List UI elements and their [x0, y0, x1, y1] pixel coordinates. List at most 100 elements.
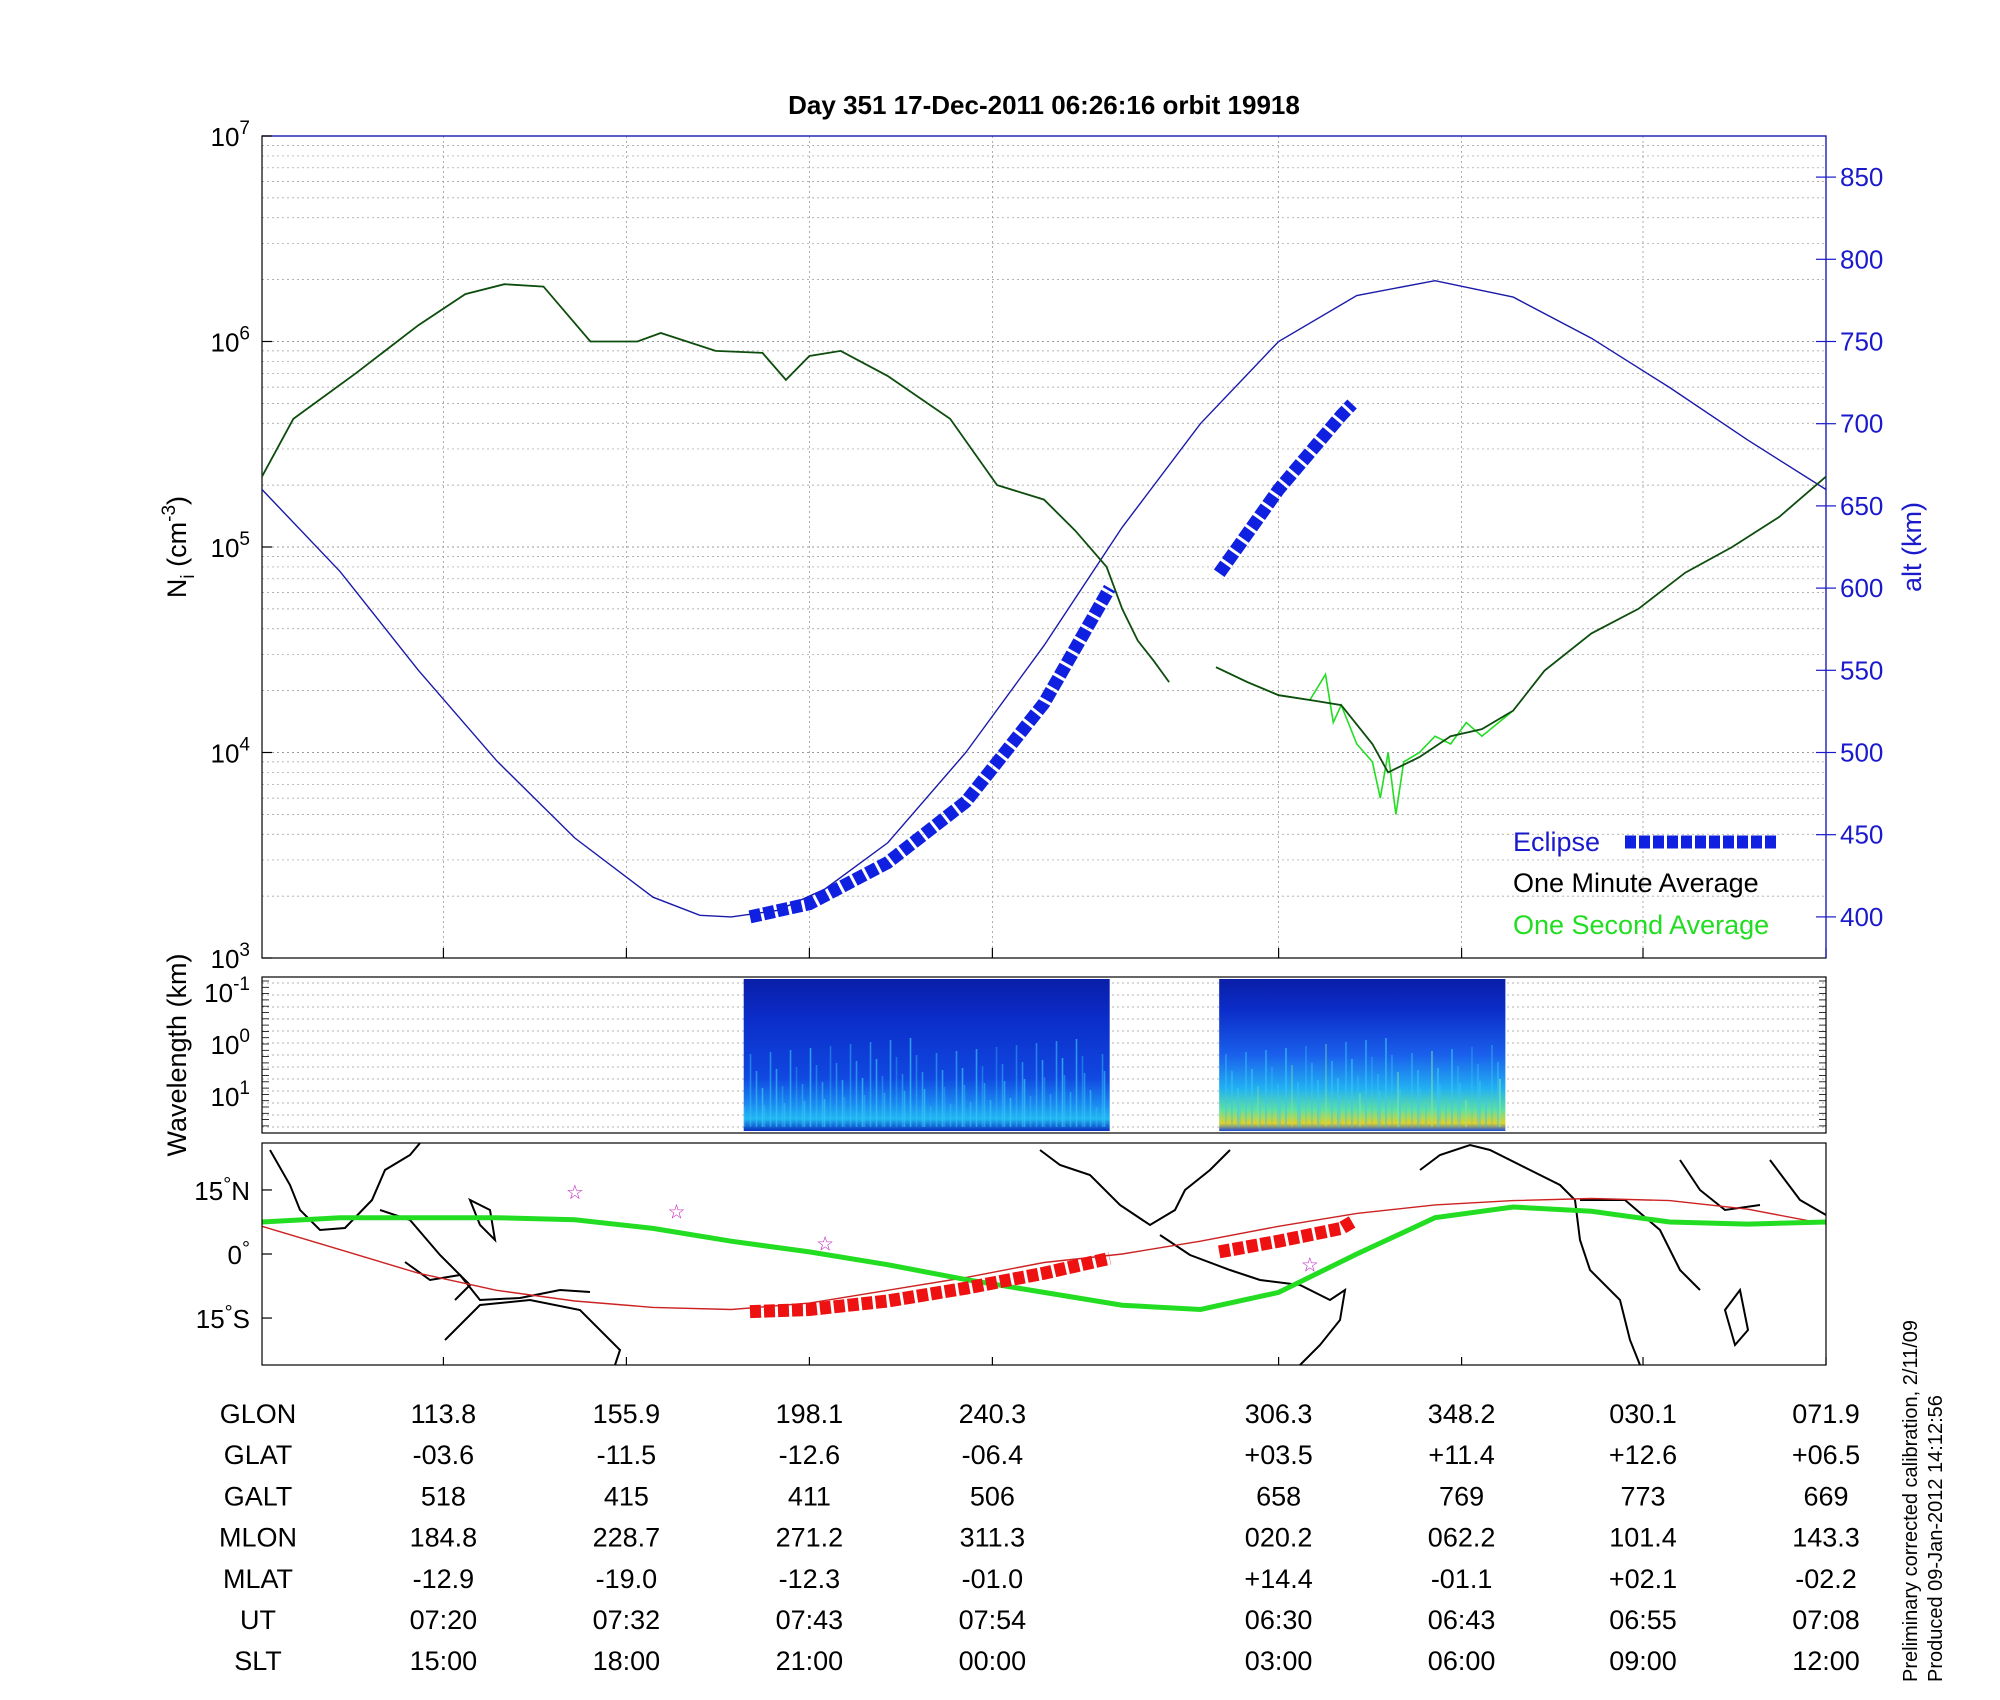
- spectrogram-streak: [983, 1083, 986, 1127]
- spectrogram-streak: [1023, 1079, 1026, 1127]
- spectrogram-window: [1219, 979, 1506, 1131]
- spectrogram-streak: [1351, 1059, 1353, 1127]
- spectrogram-streak: [1331, 1061, 1333, 1127]
- spectrogram-streak: [1277, 1084, 1279, 1127]
- altitude-tick-label: 700: [1840, 409, 1883, 439]
- table-cell: 071.9: [1792, 1399, 1860, 1429]
- table-cell: +06.5: [1792, 1440, 1860, 1470]
- table-cell: 311.3: [960, 1523, 1026, 1553]
- density-axis-label-unit: (cm: [162, 522, 192, 574]
- altitude-tick-label: 800: [1840, 244, 1883, 274]
- spectrogram-streak: [795, 1067, 798, 1127]
- spectrogram-streak: [823, 1099, 826, 1127]
- latitude-value: 0: [228, 1240, 242, 1270]
- spectrogram-streak: [943, 1087, 946, 1127]
- spectrogram-streak: [1049, 1094, 1052, 1127]
- coast-south-america: [1159, 1234, 1347, 1366]
- table-cell: 669: [1803, 1481, 1848, 1511]
- spectrogram-streak: [1459, 1083, 1461, 1127]
- spectrogram-streak: [1497, 1062, 1499, 1127]
- table-cell: 062.2: [1428, 1523, 1496, 1553]
- tick-base: 10: [211, 739, 240, 769]
- map-eclipse-segment-1: [749, 1251, 1112, 1319]
- table-cell: -06.4: [962, 1440, 1024, 1470]
- table-cell: 143.3: [1792, 1523, 1860, 1553]
- table-cell: 21:00: [776, 1646, 844, 1676]
- spectrogram-streak: [1305, 1046, 1307, 1127]
- density-axis-label: Ni (cm-3): [159, 496, 199, 598]
- tick-exponent: -1: [233, 974, 250, 995]
- one-minute-average-line: [261, 283, 1170, 683]
- star-marker-icon: ☆: [566, 1182, 584, 1204]
- density-axis-label-close: ): [162, 496, 192, 505]
- table-cell: 411: [788, 1481, 831, 1511]
- spectrogram-streak: [1417, 1070, 1419, 1127]
- spectrogram-streak: [1257, 1086, 1259, 1127]
- latitude-hemisphere: S: [233, 1304, 250, 1334]
- tick-base: 10: [211, 328, 240, 358]
- tick-base: 10: [211, 533, 240, 563]
- spectrogram-streak: [1477, 1064, 1479, 1127]
- spectrogram-streak: [1259, 1103, 1261, 1127]
- spectrogram-streak: [909, 1038, 912, 1127]
- table-cell: -11.5: [597, 1440, 657, 1470]
- wavelength-tick-label: 101: [211, 1078, 251, 1112]
- spectrogram-streak: [1371, 1057, 1373, 1127]
- spectrogram-streak: [1379, 1091, 1381, 1127]
- spectrogram-streak: [1399, 1089, 1401, 1127]
- spectrogram-streak: [789, 1050, 792, 1127]
- ground-track-line: [261, 1204, 1827, 1313]
- table-cell: 198.1: [776, 1399, 844, 1429]
- density-y-tick-label: 106: [211, 324, 251, 358]
- coast-north-america: [1039, 1149, 1231, 1227]
- spectrogram-streak: [803, 1101, 806, 1127]
- spectrogram-streak: [1245, 1052, 1247, 1127]
- spectrogram-streak: [935, 1053, 938, 1127]
- table-cell: 228.7: [593, 1523, 661, 1553]
- spectrogram-streak: [1251, 1069, 1253, 1127]
- spectrogram-streak: [1285, 1048, 1287, 1127]
- altitude-tick-label: 850: [1840, 162, 1883, 192]
- tick-exponent: 3: [239, 940, 250, 961]
- spectrogram-streak: [1297, 1082, 1299, 1127]
- star-marker-icon: ☆: [816, 1233, 834, 1255]
- spectrogram-streak: [829, 1046, 832, 1127]
- degree-symbol: °: [242, 1238, 250, 1260]
- degree-symbol: °: [223, 1174, 231, 1196]
- table-cell: 113.8: [411, 1399, 477, 1429]
- spectrogram-streak: [1451, 1049, 1453, 1127]
- spectrogram-streak: [1445, 1102, 1447, 1127]
- spectrogram-streak: [1311, 1063, 1313, 1127]
- altitude-line: [261, 279, 1827, 918]
- table-row-label: GLAT: [224, 1440, 293, 1470]
- tick-exponent: 5: [239, 529, 250, 550]
- spectrogram-streak: [1337, 1078, 1339, 1127]
- table-cell: 07:54: [959, 1605, 1027, 1635]
- spectrogram-streak: [1101, 1054, 1104, 1127]
- map-latitude-ticks: 15°N0°15°S: [194, 1174, 1827, 1365]
- spectrogram-streak: [1385, 1038, 1387, 1127]
- table-cell: 769: [1439, 1481, 1484, 1511]
- spectrogram-streak: [921, 1072, 924, 1127]
- spectrogram-streak: [923, 1089, 926, 1127]
- table-cell: +02.1: [1609, 1564, 1677, 1594]
- latitude-hemisphere: N: [231, 1176, 250, 1206]
- star-marker-icon: ☆: [1301, 1255, 1319, 1277]
- spectrogram-streak: [781, 1086, 784, 1127]
- coast-africa-east: [1580, 1199, 1701, 1291]
- table-cell: 506: [970, 1481, 1015, 1511]
- latitude-tick-label: 0°: [228, 1238, 250, 1270]
- table-cell: -01.1: [1431, 1564, 1493, 1594]
- altitude-tick-label: 550: [1840, 655, 1883, 685]
- eclipse-segment-1: [748, 584, 1116, 924]
- spectrogram-streak: [801, 1084, 804, 1127]
- table-cell: 184.8: [410, 1523, 478, 1553]
- table-cell: 07:20: [410, 1605, 478, 1635]
- table-cell: 03:00: [1245, 1646, 1313, 1676]
- altitude-tick-label: 400: [1840, 902, 1883, 932]
- spectrogram-streak: [1279, 1101, 1281, 1127]
- spectrogram-streak: [895, 1057, 898, 1127]
- latitude-tick-label: 15°N: [194, 1174, 250, 1206]
- table-row-label: GALT: [224, 1481, 293, 1511]
